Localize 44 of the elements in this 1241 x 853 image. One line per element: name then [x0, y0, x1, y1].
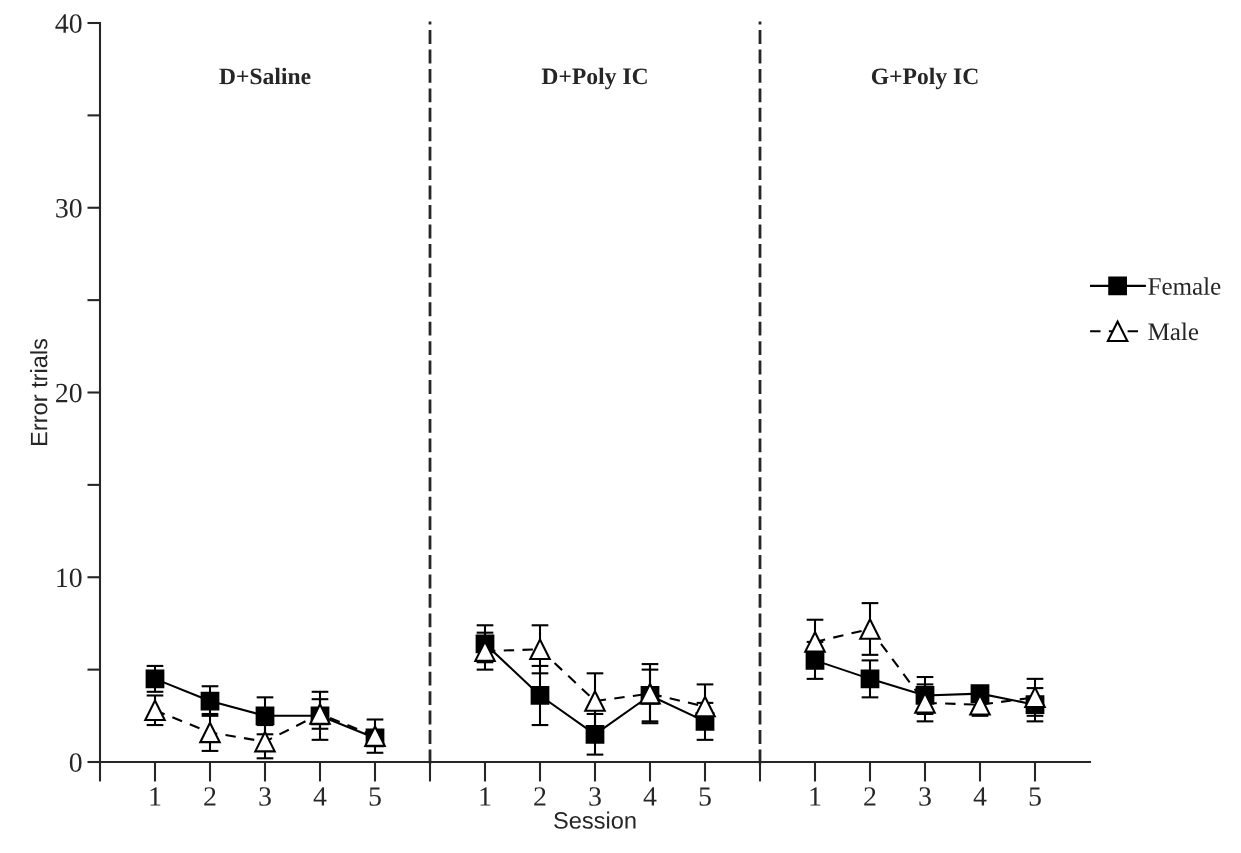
- x-tick-label: 3: [919, 787, 931, 806]
- x-tick-label: 5: [1029, 787, 1041, 806]
- point: [860, 669, 880, 689]
- x-tick-label: 4: [313, 787, 327, 806]
- x-tick-label: 5: [699, 787, 711, 806]
- x-tick-label: 5: [369, 787, 381, 806]
- point: [145, 669, 165, 689]
- point: [199, 721, 221, 744]
- point: [584, 690, 606, 712]
- text: D+Saline: [219, 67, 311, 85]
- point: [694, 695, 716, 718]
- text: G+Poly IC: [871, 67, 978, 90]
- point: [585, 724, 605, 744]
- point: [254, 730, 276, 753]
- point: [530, 686, 550, 705]
- text: D+Poly IC: [541, 67, 647, 90]
- x-tick-label: 2: [534, 787, 546, 806]
- x-tick-label: 1: [810, 787, 821, 806]
- x-tick-label: 3: [259, 787, 271, 806]
- y-tick-label: 20: [56, 383, 82, 403]
- point: [1024, 686, 1046, 709]
- x-tick-label: 2: [204, 787, 216, 806]
- y-tick-label: 40: [55, 14, 82, 33]
- x-axis-title: Session: [554, 811, 636, 829]
- y-tick-label: 30: [56, 198, 82, 218]
- x-tick-label: 4: [643, 787, 657, 806]
- y-tick-label: 0: [69, 753, 82, 772]
- point: [200, 691, 220, 711]
- point: [805, 651, 825, 670]
- x-tick-label: 4: [973, 787, 987, 806]
- legend-label: Female: [1148, 277, 1221, 295]
- x-tick-label: 1: [480, 787, 491, 806]
- y-axis-title: Error trials: [30, 338, 48, 445]
- point: [144, 699, 166, 722]
- point: [255, 706, 275, 726]
- y-tick-label: 10: [57, 568, 82, 588]
- legend-label: Male: [1148, 322, 1199, 341]
- point: [804, 631, 826, 653]
- point: [859, 618, 881, 640]
- x-tick-label: 2: [864, 787, 876, 806]
- x-tick-label: 3: [589, 787, 601, 806]
- point: [914, 692, 936, 714]
- x-tick-label: 1: [150, 787, 161, 806]
- point: [529, 638, 551, 661]
